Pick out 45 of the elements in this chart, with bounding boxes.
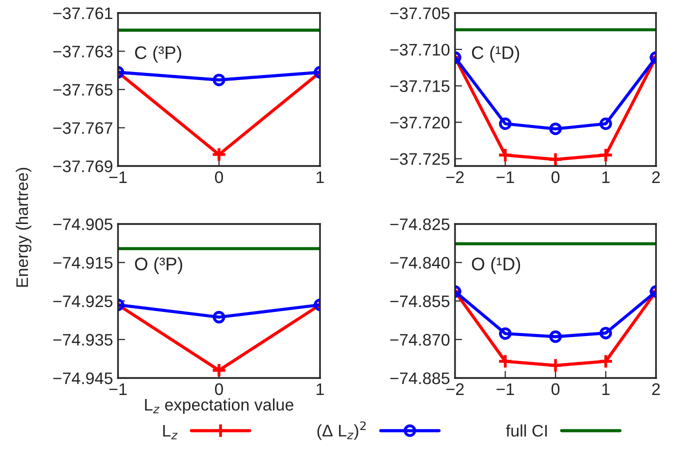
x-tick-label: 1 xyxy=(316,171,324,183)
y-tick-label: −37.763 xyxy=(53,46,112,58)
x-tick-label: 1 xyxy=(602,171,610,183)
x-tick-label: 0 xyxy=(552,383,560,396)
x-tick-label: 0 xyxy=(215,171,223,184)
y-tick-label: −37.767 xyxy=(53,122,112,134)
y-tick-label: −37.715 xyxy=(390,80,450,92)
y-tick-label: −74.925 xyxy=(53,295,112,308)
y-tick-label: −74.915 xyxy=(53,256,112,269)
x-tick-label: −1 xyxy=(109,171,127,183)
annotation: O (¹D) xyxy=(472,257,520,274)
annotation: O (³P) xyxy=(135,257,182,274)
y-tick-label: −74.935 xyxy=(53,334,112,346)
y-tick-label: −74.840 xyxy=(390,256,450,269)
legend-label: full CI xyxy=(506,424,547,437)
y-tick-label: −37.705 xyxy=(390,7,450,20)
y-tick-label: −37.761 xyxy=(53,7,112,20)
annotation: C (³P) xyxy=(135,46,182,63)
x-tick-label: 2 xyxy=(652,383,660,395)
y-tick-label: −74.885 xyxy=(390,372,450,384)
x-tick-label: 2 xyxy=(652,171,660,183)
x-axis-title: L$_{z}$ expectation value xyxy=(145,398,294,414)
y-tick-label: −37.765 xyxy=(53,84,112,96)
y-tick-label: −74.870 xyxy=(390,334,450,346)
y-tick-label: −74.825 xyxy=(390,218,450,230)
x-tick-label: −2 xyxy=(446,383,464,395)
y-tick-label: −37.720 xyxy=(390,116,450,128)
y-tick-label: −37.769 xyxy=(53,160,112,172)
x-tick-label: −1 xyxy=(109,383,127,395)
x-tick-label: −2 xyxy=(446,171,464,183)
x-tick-label: 1 xyxy=(602,383,610,395)
x-tick-label: −1 xyxy=(496,383,514,395)
y-axis-title: Energy (hartree) xyxy=(16,168,32,287)
x-tick-label: 0 xyxy=(552,171,560,184)
x-tick-label: 1 xyxy=(316,383,324,395)
x-tick-label: −1 xyxy=(496,171,514,183)
y-tick-label: −74.905 xyxy=(53,218,112,230)
y-tick-label: −74.855 xyxy=(390,295,450,308)
annotation: C (¹D) xyxy=(472,46,520,63)
y-tick-label: −37.710 xyxy=(390,44,450,56)
legend-label: L$_{z}$ xyxy=(163,425,178,440)
y-tick-label: −37.725 xyxy=(390,153,450,165)
y-tick-label: −74.945 xyxy=(53,372,112,384)
x-tick-label: 0 xyxy=(215,383,223,396)
legend-label: (Δ L$_{z}$)$^{2}$ xyxy=(317,421,366,440)
